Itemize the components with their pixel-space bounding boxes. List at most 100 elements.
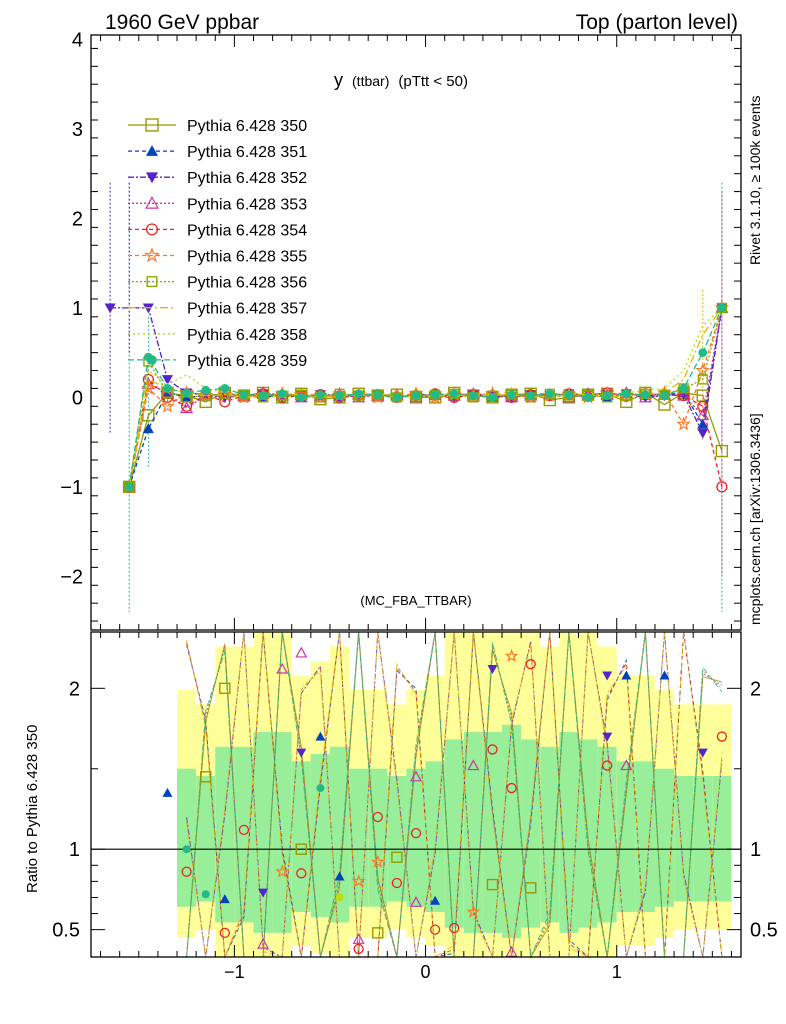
data-point — [468, 391, 478, 400]
legend-entry-356: Pythia 6.428 356 — [128, 275, 307, 292]
legend-marker — [147, 355, 157, 365]
mcplots-label: mcplots.cern.ch [arXiv:1306.3436] — [747, 413, 763, 625]
ratio-band-inner — [712, 775, 732, 902]
ratio-y-tick-label: 0.5 — [52, 920, 80, 942]
data-point — [545, 389, 555, 399]
ratio-point — [351, 874, 366, 888]
ratio-point — [449, 922, 460, 934]
data-point — [564, 390, 574, 400]
axes-frames: −1 0 1 −2 −1 0 1 2 3 4 0.5 0.5 1 1 2 2 — [52, 29, 778, 982]
x-tick-label: −1 — [224, 962, 245, 982]
ratio-band-inner — [196, 775, 216, 902]
series-352 — [104, 303, 728, 439]
legend-entry-359: Pythia 6.428 359 — [128, 353, 307, 370]
legend-label: Pythia 6.428 359 — [187, 353, 307, 370]
ratio-point — [238, 824, 250, 836]
data-point — [602, 391, 612, 400]
y-tick-label: −1 — [60, 477, 83, 499]
series-359 — [124, 303, 727, 492]
legend-label: Pythia 6.428 350 — [187, 118, 307, 135]
legend-marker — [146, 145, 158, 156]
ratio-band-inner — [368, 768, 388, 907]
legend-marker — [146, 276, 158, 288]
ratio-point — [219, 682, 231, 695]
ratio-point — [487, 665, 498, 675]
data-point — [488, 392, 497, 402]
data-point — [142, 303, 154, 314]
data-point — [660, 391, 669, 400]
data-point — [641, 390, 650, 400]
data-point — [676, 416, 692, 431]
data-point — [142, 373, 154, 386]
ratio-point — [506, 782, 517, 794]
ratio-point — [295, 843, 307, 855]
data-point — [507, 390, 516, 400]
ratio-point — [410, 827, 422, 839]
ratio-point — [219, 894, 230, 904]
ratio-point — [315, 731, 326, 741]
ratio-point — [466, 904, 481, 918]
ratio-point — [296, 868, 307, 879]
data-point — [161, 375, 173, 385]
data-point — [621, 389, 631, 399]
ratio-point — [258, 888, 269, 898]
chart-title: y (ttbar) (pTtt < 50) — [334, 70, 468, 90]
ratio-point — [276, 662, 289, 674]
data-point — [696, 408, 710, 421]
main-frame — [90, 34, 742, 631]
ratio-y-tick-label-right: 0.5 — [750, 920, 778, 942]
legend-marker — [144, 196, 160, 209]
legend-label: Pythia 6.428 355 — [187, 249, 307, 266]
ratio-point — [353, 943, 364, 955]
ratio-point — [372, 811, 383, 823]
legend-entry-355: Pythia 6.428 355 — [128, 247, 307, 266]
y-tick-label: −2 — [60, 566, 83, 588]
ratio-band-inner — [310, 754, 330, 918]
ratio-point — [182, 845, 191, 854]
data-point — [449, 389, 459, 399]
ratio-point — [602, 732, 613, 742]
y-tick-label: 2 — [72, 208, 83, 230]
ratio-point — [486, 878, 499, 891]
data-point — [697, 428, 709, 439]
ratio-point — [504, 648, 519, 663]
ratio-point — [602, 671, 613, 681]
y-tick-label: 0 — [72, 387, 83, 409]
ratio-point — [162, 787, 173, 797]
ratio-band-inner — [693, 775, 713, 902]
data-point — [715, 444, 729, 458]
legend-entry-351: Pythia 6.428 351 — [128, 144, 307, 161]
legend-entry-352: Pythia 6.428 352 — [128, 170, 307, 187]
ratio-point — [391, 877, 403, 889]
ratio-point — [525, 659, 536, 670]
error-bars — [109, 182, 723, 613]
data-point — [583, 392, 593, 402]
legend-entry-354: Pythia 6.428 354 — [128, 222, 307, 239]
ratio-band-inner — [521, 739, 541, 928]
data-point — [201, 385, 211, 395]
data-point — [526, 391, 536, 400]
ratio-point — [296, 748, 307, 758]
data-point — [277, 389, 287, 399]
legend-marker — [146, 172, 158, 184]
y-tick-label: 3 — [72, 119, 83, 141]
ratio-point — [621, 670, 632, 680]
data-point — [716, 481, 728, 493]
legend-entry-350: Pythia 6.428 350 — [128, 118, 307, 135]
data-point — [182, 388, 191, 398]
main-panel — [104, 182, 730, 613]
data-point — [392, 392, 402, 402]
ratio-point — [505, 945, 518, 957]
ratio-point — [409, 896, 423, 907]
ratio-point — [352, 933, 365, 944]
rivet-label: Rivet 3.1.10, ≥ 100k events — [747, 95, 763, 265]
legend-marker — [145, 223, 159, 236]
ratio-point — [430, 895, 441, 905]
legend-entry-358: Pythia 6.428 358 — [128, 327, 307, 344]
ratio-band-inner — [597, 746, 617, 923]
ratio-band-inner — [215, 746, 235, 923]
data-point — [373, 390, 383, 400]
data-point — [316, 390, 325, 400]
data-point — [258, 391, 268, 400]
